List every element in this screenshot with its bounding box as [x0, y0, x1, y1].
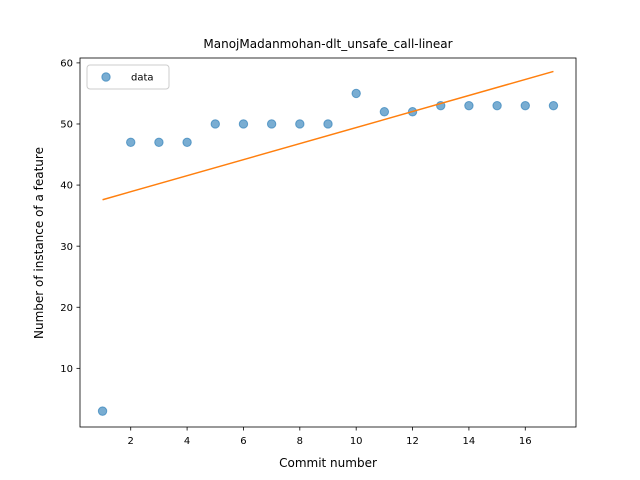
data-point — [548, 100, 559, 111]
y-tick-label: 40 — [60, 181, 73, 192]
y-tick-label: 50 — [60, 120, 73, 131]
x-axis-title: Commit number — [279, 456, 377, 470]
x-tick-label: 10 — [350, 436, 363, 447]
x-tick-label: 4 — [184, 436, 190, 447]
data-point — [97, 406, 108, 416]
data-point — [295, 119, 305, 129]
data-point — [210, 119, 220, 129]
data-point — [520, 100, 530, 111]
legend-label: data — [131, 73, 154, 84]
data-point — [492, 100, 502, 111]
x-tick-label: 6 — [240, 436, 246, 447]
y-tick-label: 30 — [60, 242, 73, 253]
plot-area — [97, 70, 559, 416]
data-point — [126, 137, 136, 148]
data-point — [154, 137, 164, 148]
x-tick-label: 16 — [519, 436, 532, 447]
axes-frame — [79, 57, 577, 428]
data-point — [238, 119, 249, 129]
data-point — [182, 137, 192, 148]
data-point — [464, 100, 474, 111]
y-axis-title: Number of instance of a feature — [32, 147, 46, 339]
y-tick-label: 20 — [60, 303, 73, 314]
axes: 2 4 6 8 10 12 14 16 10 20 30 40 50 60 — [60, 57, 577, 447]
chart-title: ManojMadanmohan-dlt_unsafe_call-linear — [203, 37, 452, 51]
legend-box — [86, 64, 170, 90]
data-point — [379, 107, 390, 117]
x-tick-label: 2 — [128, 436, 134, 447]
data-point — [266, 119, 277, 129]
x-tick-label: 14 — [463, 436, 476, 447]
y-tick-label: 10 — [60, 364, 73, 375]
y-tick-label: 60 — [60, 58, 73, 69]
data-point — [351, 88, 361, 99]
legend: data — [86, 64, 170, 90]
x-tick-label: 12 — [406, 436, 419, 447]
fit-line — [102, 70, 554, 201]
x-tick-label: 8 — [297, 436, 303, 447]
legend-marker — [101, 72, 111, 82]
data-point — [323, 119, 333, 129]
